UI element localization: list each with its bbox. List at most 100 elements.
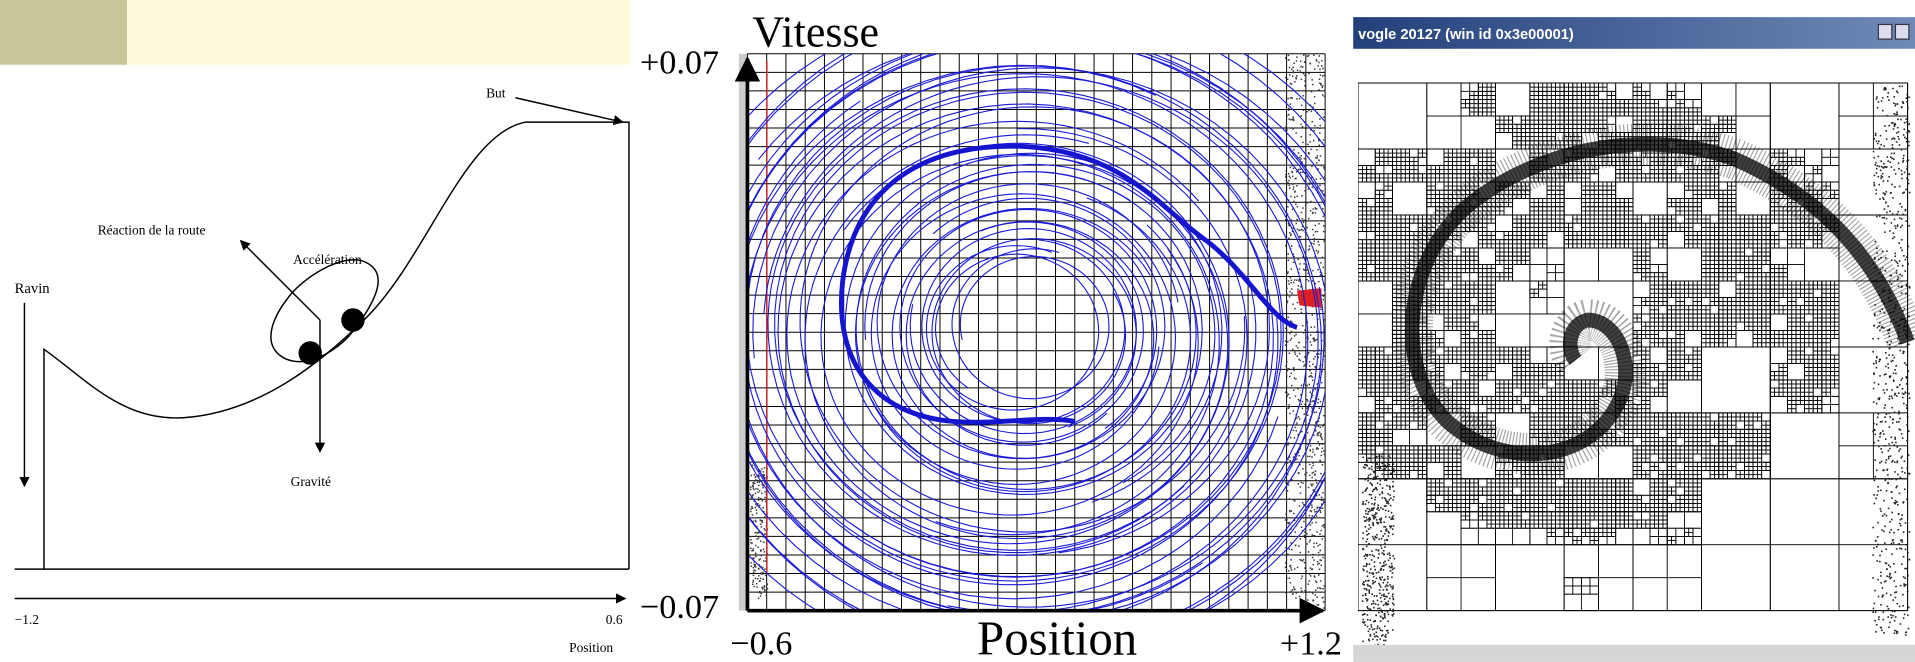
noise-dot: [757, 517, 758, 518]
noise-dot: [1316, 542, 1317, 543]
noise-dot: [1304, 562, 1305, 563]
noise-dot: [1293, 186, 1294, 187]
noise-dot: [1316, 448, 1317, 449]
noise-dot: [1301, 312, 1302, 313]
noise-dot: [1302, 66, 1303, 67]
noise-dot: [1300, 158, 1301, 159]
noise-dot: [1300, 236, 1301, 237]
noise-dot: [760, 595, 761, 596]
noise-dot: [1298, 280, 1299, 281]
noise-dot: [1291, 245, 1292, 246]
noise-dot: [1303, 54, 1304, 55]
noise-dot: [1320, 74, 1321, 75]
grid: [747, 54, 1325, 611]
noise-dot: [1290, 565, 1291, 566]
noise-dot: [757, 578, 758, 579]
noise-dot: [1285, 328, 1286, 329]
noise-dot: [1300, 61, 1301, 62]
noise-dot: [763, 471, 764, 472]
noise-dot: [1289, 511, 1290, 512]
noise-dot: [1291, 338, 1292, 339]
noise-dot: [1307, 144, 1308, 145]
noise-dot: [1310, 201, 1311, 202]
noise-dot: [1320, 550, 1321, 551]
noise-dot: [1315, 479, 1316, 480]
noise-dot: [1312, 364, 1313, 365]
noise-dot: [1310, 567, 1311, 568]
noise-dot: [753, 580, 754, 581]
noise-strip: [750, 54, 1325, 611]
noise-dot: [1314, 575, 1315, 576]
noise-dot: [1313, 564, 1314, 565]
noise-dot: [757, 488, 758, 489]
noise-dot: [1319, 407, 1320, 408]
noise-dot: [1291, 83, 1292, 84]
noise-dot: [1299, 268, 1300, 269]
noise-dot: [1323, 424, 1324, 425]
noise-dot: [759, 558, 760, 559]
noise-dot: [1286, 577, 1287, 578]
noise-dot: [1307, 202, 1308, 203]
noise-dot: [1293, 370, 1294, 371]
noise-dot: [1286, 368, 1287, 369]
noise-dot: [755, 520, 756, 521]
noise-dot: [1314, 326, 1315, 327]
noise-dot: [1290, 282, 1291, 283]
red-blob: [1297, 288, 1321, 308]
noise-dot: [761, 493, 762, 494]
noise-dot: [1286, 180, 1287, 181]
noise-dot: [1293, 410, 1294, 411]
noise-dot: [1316, 157, 1317, 158]
noise-dot: [758, 597, 759, 598]
window-button[interactable]: [1895, 24, 1908, 39]
noise-dot: [1288, 442, 1289, 443]
noise-dot: [1287, 462, 1288, 463]
noise-dot: [1315, 522, 1316, 523]
noise-dot: [1301, 105, 1302, 106]
reaction-label: Réaction de la route: [98, 223, 206, 238]
noise-dot: [1308, 218, 1309, 219]
noise-dot: [1288, 283, 1289, 284]
noise-dot: [1312, 380, 1313, 381]
noise-dot: [1303, 517, 1304, 518]
noise-dot: [1308, 153, 1309, 154]
noise-dot: [1315, 225, 1316, 226]
noise-dot: [1292, 589, 1293, 590]
noise-dot: [1309, 384, 1310, 385]
noise-dot: [757, 547, 758, 548]
noise-dot: [1301, 309, 1302, 310]
noise-dot: [1314, 96, 1315, 97]
goal-arrow: [515, 98, 622, 122]
noise-dot: [1323, 415, 1324, 416]
noise-dot: [760, 593, 761, 594]
noise-dot: [1315, 388, 1316, 389]
noise-dot: [1288, 368, 1289, 369]
noise-dot: [1308, 551, 1309, 552]
noise-dot: [1302, 142, 1303, 143]
noise-dot: [1310, 604, 1311, 605]
trajectory: [866, 194, 1175, 485]
noise-dot: [1299, 157, 1300, 158]
noise-dot: [1296, 417, 1297, 418]
noise-dot: [762, 588, 763, 589]
noise-dot: [756, 510, 757, 511]
noise-dot: [1305, 408, 1306, 409]
noise-dot: [1318, 554, 1319, 555]
noise-dot: [1295, 178, 1296, 179]
noise-dot: [1296, 219, 1297, 220]
noise-dot: [1296, 185, 1297, 186]
noise-dot: [750, 562, 751, 563]
noise-dot: [1314, 425, 1315, 426]
noise-dot: [1320, 473, 1321, 474]
noise-dot: [1320, 433, 1321, 434]
noise-dot: [1316, 507, 1317, 508]
noise-dot: [1296, 196, 1297, 197]
noise-dot: [1297, 289, 1298, 290]
noise-dot: [1318, 574, 1319, 575]
window-button[interactable]: [1878, 24, 1891, 39]
noise-dot: [1292, 304, 1293, 305]
noise-dot: [1291, 569, 1292, 570]
noise-dot: [1306, 111, 1307, 112]
noise-dot: [1320, 580, 1321, 581]
noise-dot: [1317, 155, 1318, 156]
